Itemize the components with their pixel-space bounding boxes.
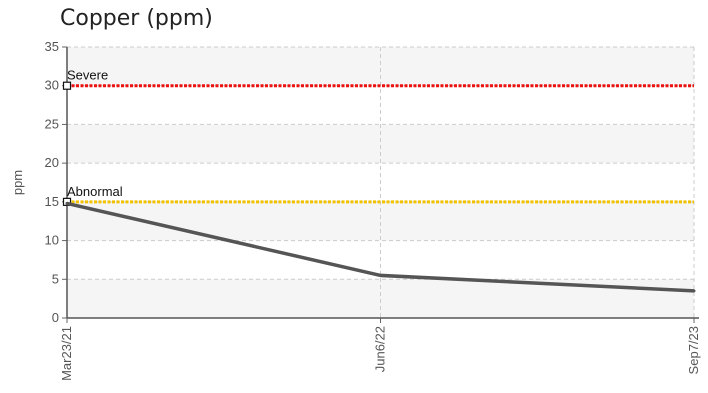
threshold-marker <box>62 81 72 90</box>
y-tick-label: 10 <box>45 233 59 248</box>
chart-title: Copper (ppm) <box>60 6 213 31</box>
x-tick-label: Jun6/22 <box>373 326 388 372</box>
x-tick-label: Mar23/21 <box>59 326 74 381</box>
gridlines <box>66 46 695 318</box>
background-band <box>67 201 694 241</box>
y-tick-label: 0 <box>52 310 59 325</box>
background-band <box>67 47 694 86</box>
threshold-marker <box>62 197 72 206</box>
data-point <box>692 289 696 293</box>
y-tick-label: 15 <box>45 194 59 209</box>
y-tick-label: 30 <box>45 78 59 93</box>
y-axis-label: ppm <box>10 170 25 195</box>
tick-labels: 0 5 10 15 20 25 30 35 Mar23/21 Jun6/22 Sep7/23 <box>45 39 701 381</box>
y-tick-label: 5 <box>52 271 59 286</box>
threshold-lines: Severe Abnormal <box>62 68 694 206</box>
x-tick-label: Sep7/23 <box>686 326 701 374</box>
y-tick-label: 25 <box>45 116 59 131</box>
data-point <box>65 201 69 205</box>
y-tick-label: 20 <box>45 155 59 170</box>
y-tick-label: 35 <box>45 39 59 54</box>
threshold-label: Abnormal <box>67 184 123 199</box>
data-series <box>65 201 696 293</box>
threshold-label: Severe <box>67 68 108 83</box>
data-point <box>379 273 382 277</box>
background-band <box>67 124 694 164</box>
